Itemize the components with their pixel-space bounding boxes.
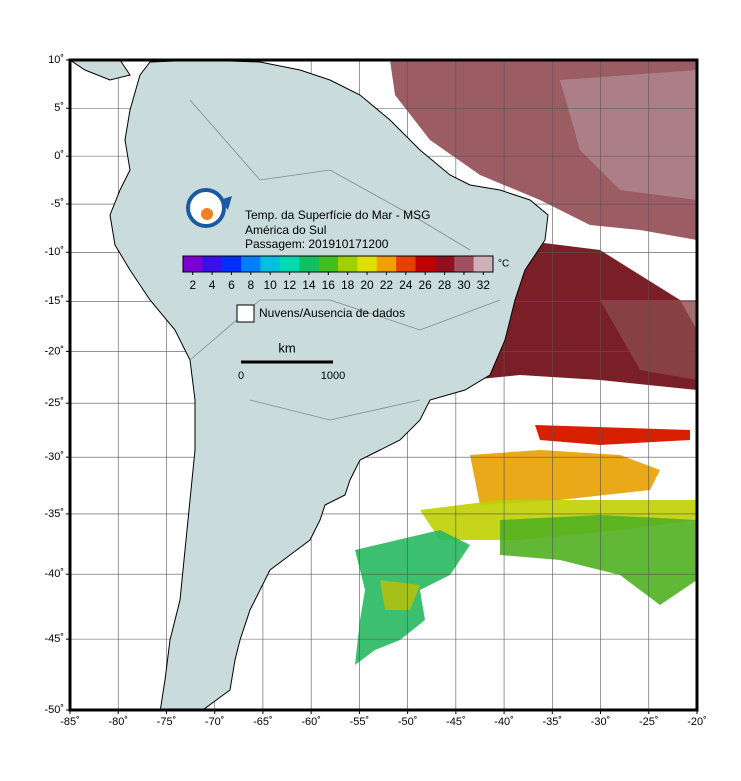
colorbar-segment [357, 256, 378, 272]
colorbar-segment [318, 256, 339, 272]
y-tick-label: -40˚ [44, 568, 64, 580]
title-line: Temp. da Superfície do Mar - MSG [245, 208, 430, 222]
colorbar-segment [221, 256, 242, 272]
colorbar-tick-label: 10 [264, 278, 278, 292]
colorbar-tick-label: 8 [247, 278, 254, 292]
y-tick-label: -35˚ [44, 508, 64, 520]
y-tick-label: -30˚ [44, 451, 64, 463]
y-tick-label: -15˚ [44, 295, 64, 307]
x-tick-label: -35˚ [543, 716, 563, 728]
colorbar-tick-label: 4 [209, 278, 216, 292]
colorbar-tick-label: 22 [380, 278, 394, 292]
x-tick-label: -40˚ [494, 716, 514, 728]
y-tick-label: -10˚ [44, 246, 64, 258]
colorbar-segment [241, 256, 261, 272]
colorbar-segment [415, 256, 436, 272]
colorbar-tick-label: 16 [322, 278, 336, 292]
scale-label: 0 [238, 370, 244, 382]
y-tick-label: -5˚ [51, 198, 64, 210]
title-line: América do Sul [245, 223, 326, 237]
colorbar-segment [183, 256, 203, 272]
colorbar-tick-label: 18 [341, 278, 355, 292]
legend-label: Nuvens/Ausencia de dados [259, 306, 405, 320]
colorbar-segment [202, 256, 223, 272]
colorbar-unit: °C [498, 259, 509, 270]
map-area [70, 60, 697, 710]
sst-patch [470, 450, 660, 505]
colorbar-segment [434, 256, 455, 272]
x-tick-label: -85˚ [60, 716, 80, 728]
x-tick-label: -60˚ [301, 716, 321, 728]
sst-patch [535, 425, 690, 445]
colorbar-tick-label: 28 [438, 278, 452, 292]
colorbar-tick-label: 30 [457, 278, 471, 292]
x-tick-label: -20˚ [687, 716, 707, 728]
sst-patch [500, 515, 697, 605]
colorbar-segment [376, 256, 397, 272]
x-tick-label: -70˚ [205, 716, 225, 728]
x-tick-label: -65˚ [253, 716, 273, 728]
map-frame [68, 58, 699, 712]
colorbar-frame [182, 255, 494, 273]
logo [186, 188, 232, 228]
x-tick-label: -45˚ [446, 716, 466, 728]
x-tick-label: -25˚ [639, 716, 659, 728]
x-tick-label: -55˚ [350, 716, 370, 728]
colorbar-tick-label: 20 [360, 278, 374, 292]
colorbar-tick-label: 6 [228, 278, 235, 292]
legend-swatch [236, 304, 255, 323]
sst-patch [560, 70, 697, 200]
colorbar-segment [299, 256, 320, 272]
colorbar-tick-label: 14 [302, 278, 316, 292]
title-line: Passagem: 201910171200 [245, 237, 389, 251]
y-tick-label: -50˚ [44, 704, 64, 716]
scale-label: 1000 [321, 370, 345, 382]
sst-patch [380, 580, 420, 610]
colorbar-segment [396, 256, 416, 272]
colorbar-segment [338, 256, 358, 272]
colorbar-segment [454, 256, 475, 272]
y-tick-label: -20˚ [44, 345, 64, 357]
x-tick-label: -75˚ [157, 716, 177, 728]
x-tick-label: -80˚ [108, 716, 128, 728]
colorbar-tick-label: 2 [189, 278, 196, 292]
colorbar-tick-label: 12 [283, 278, 297, 292]
colorbar-tick-label: 32 [477, 278, 491, 292]
y-tick-label: 5˚ [54, 102, 64, 114]
colorbar-tick-label: 26 [419, 278, 433, 292]
colorbar-tick-label: 24 [399, 278, 413, 292]
scale-unit: km [278, 340, 295, 355]
colorbar-segment [279, 256, 300, 272]
y-tick-label: -25˚ [44, 397, 64, 409]
central-america [70, 60, 131, 81]
x-tick-label: -50˚ [398, 716, 418, 728]
y-tick-label: -45˚ [44, 633, 64, 645]
colorbar-segment [260, 256, 281, 272]
x-tick-label: -30˚ [591, 716, 611, 728]
colorbar-segment [473, 256, 494, 272]
y-tick-label: 10˚ [48, 54, 64, 66]
y-tick-label: 0˚ [54, 150, 64, 162]
